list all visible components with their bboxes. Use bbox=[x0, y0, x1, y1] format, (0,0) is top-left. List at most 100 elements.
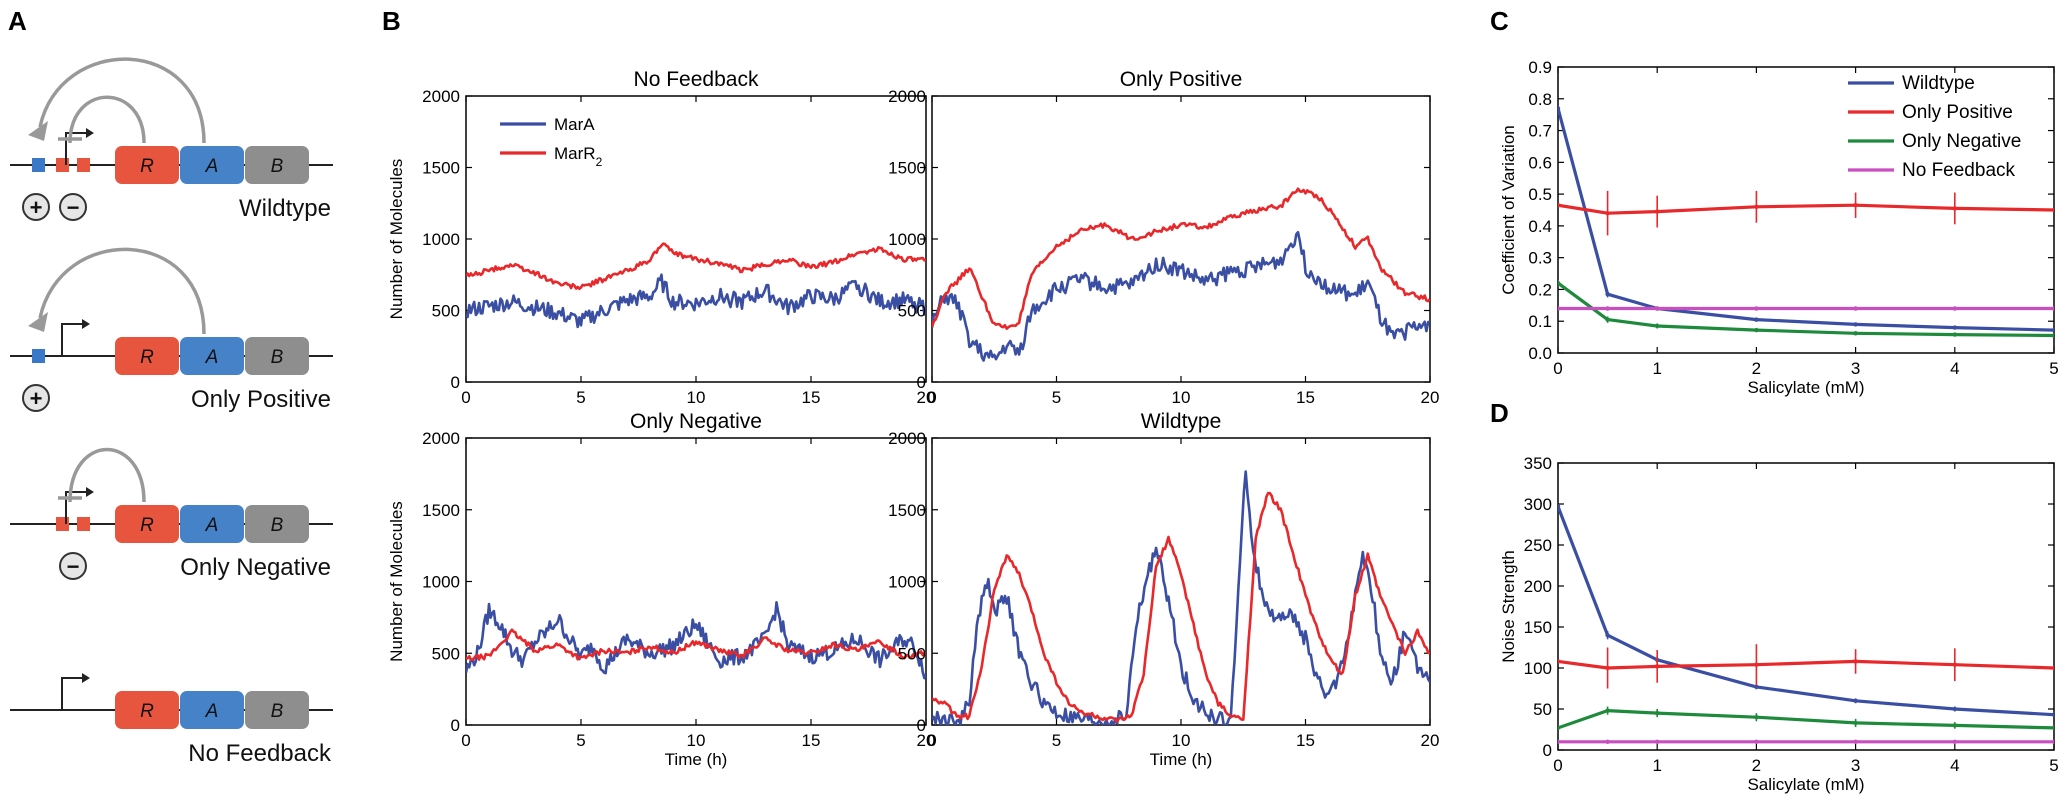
data-point bbox=[1754, 327, 1759, 333]
legend-label: MarR2 bbox=[554, 144, 603, 169]
construct-no-feedback: R A B No Feedback bbox=[10, 673, 333, 767]
promoter-arrowhead bbox=[86, 128, 94, 138]
y-tick-label: 1000 bbox=[422, 573, 460, 592]
construct-name: Only Negative bbox=[180, 554, 331, 581]
y-tick-label: 1000 bbox=[888, 230, 926, 249]
gene-R bbox=[115, 691, 179, 729]
data-point bbox=[2051, 327, 2054, 333]
series-line-marr2 bbox=[932, 187, 1430, 331]
data-point bbox=[1754, 684, 1759, 690]
series-line-mara bbox=[932, 230, 1430, 362]
gene-label-A: A bbox=[205, 347, 219, 368]
y-tick-label: 0.0 bbox=[1528, 344, 1552, 363]
gene-B bbox=[245, 337, 309, 375]
gene-label-R: R bbox=[140, 156, 154, 177]
x-tick-label: 10 bbox=[1172, 731, 1191, 750]
panel-label-c: C bbox=[1490, 6, 1509, 36]
data-point bbox=[1754, 317, 1759, 322]
x-tick-label: 10 bbox=[687, 388, 706, 407]
chart-c: 0 1 2 3 4 5 0.0 0.1 0.2 0.3 0.4 0.5 0.6 0.7 0.8 0.9 Sali… bbox=[1499, 58, 2059, 397]
data-point bbox=[1655, 209, 1660, 214]
data-point bbox=[1605, 633, 1610, 638]
data-point bbox=[1952, 332, 1958, 337]
data-point bbox=[1952, 306, 1958, 311]
x-tick-label: 3 bbox=[1851, 359, 1860, 378]
data-point bbox=[1952, 662, 1958, 667]
y-axis-label: Number of Molecules bbox=[387, 501, 406, 662]
construct-only-positive: R A B + Only Positive bbox=[10, 247, 333, 413]
series-line-mara bbox=[932, 470, 1430, 725]
x-tick-label: 15 bbox=[802, 388, 821, 407]
x-tick-label: 20 bbox=[917, 388, 936, 407]
legend-label: Wildtype bbox=[1902, 73, 1975, 94]
data-point bbox=[1754, 204, 1759, 210]
series-line-only-positive bbox=[1558, 203, 2054, 215]
panel-label-d: D bbox=[1490, 398, 1509, 428]
legend: Wildtype Only Positive Only Negative No Fee… bbox=[1848, 73, 2021, 181]
data-point bbox=[1605, 210, 1610, 216]
activator-site bbox=[32, 349, 45, 363]
y-tick-label: 0.5 bbox=[1528, 185, 1552, 204]
y-tick-label: 300 bbox=[1524, 495, 1552, 514]
y-tick-label: 500 bbox=[898, 644, 926, 663]
data-point bbox=[1558, 203, 1561, 208]
gene-A bbox=[180, 337, 244, 375]
activator-site bbox=[32, 158, 45, 172]
sign-text: − bbox=[67, 554, 80, 579]
y-tick-label: 0 bbox=[1543, 741, 1552, 760]
data-point bbox=[2051, 665, 2054, 671]
y-tick-label: 250 bbox=[1524, 536, 1552, 555]
y-tick-label: 500 bbox=[898, 302, 926, 321]
repressor-site bbox=[56, 517, 69, 531]
x-tick-label: 5 bbox=[1052, 731, 1061, 750]
repressor-site bbox=[77, 517, 90, 531]
plus-sign-icon bbox=[22, 193, 50, 221]
series-line-marr2 bbox=[932, 491, 1430, 723]
data-point bbox=[1853, 203, 1858, 208]
data-point bbox=[2051, 739, 2054, 744]
y-tick-label: 1500 bbox=[888, 159, 926, 178]
data-point bbox=[2051, 712, 2054, 717]
x-axis-label: Time (h) bbox=[1150, 750, 1213, 769]
data-point bbox=[1853, 331, 1858, 336]
promoter-arrow bbox=[61, 323, 82, 356]
data-point bbox=[1655, 710, 1660, 716]
y-tick-label: 0.8 bbox=[1528, 90, 1552, 109]
chart-title: Only Negative bbox=[630, 410, 762, 433]
y-axis-label: Coefficient of Variation bbox=[1499, 125, 1518, 294]
x-tick-label: 0 bbox=[461, 388, 470, 407]
gene-A bbox=[180, 146, 244, 184]
x-tick-label: 4 bbox=[1950, 359, 1959, 378]
series-group bbox=[932, 470, 1430, 725]
series-group bbox=[932, 187, 1430, 362]
x-tick-label: 15 bbox=[1296, 731, 1315, 750]
promoter-arrowhead bbox=[86, 487, 94, 497]
data-point bbox=[1853, 698, 1858, 703]
data-point bbox=[1558, 725, 1561, 731]
x-tick-label: 10 bbox=[1172, 388, 1191, 407]
y-tick-label: 0.4 bbox=[1528, 217, 1552, 236]
plus-sign-icon bbox=[22, 384, 50, 412]
gene-label-A: A bbox=[205, 701, 219, 722]
x-tick-label: 10 bbox=[687, 731, 706, 750]
y-tick-label: 1500 bbox=[422, 501, 460, 520]
gene-label-A: A bbox=[205, 156, 219, 177]
x-tick-label: 0 bbox=[1553, 756, 1562, 775]
x-tick-label: 1 bbox=[1652, 359, 1661, 378]
gene-A bbox=[180, 691, 244, 729]
promoter-arrowhead bbox=[82, 673, 90, 683]
x-tick-label: 3 bbox=[1851, 756, 1860, 775]
y-tick-label: 2000 bbox=[888, 429, 926, 448]
y-tick-label: 150 bbox=[1524, 618, 1552, 637]
y-axis-label: Number of Molecules bbox=[387, 159, 406, 320]
promoter-arrow bbox=[61, 677, 82, 710]
legend-label: MarA bbox=[554, 115, 595, 134]
plot-frame bbox=[1557, 462, 2055, 751]
data-point bbox=[1754, 306, 1759, 311]
data-point bbox=[1952, 723, 1958, 728]
gene-label-R: R bbox=[140, 515, 154, 536]
legend: MarA MarR2 bbox=[500, 115, 603, 169]
